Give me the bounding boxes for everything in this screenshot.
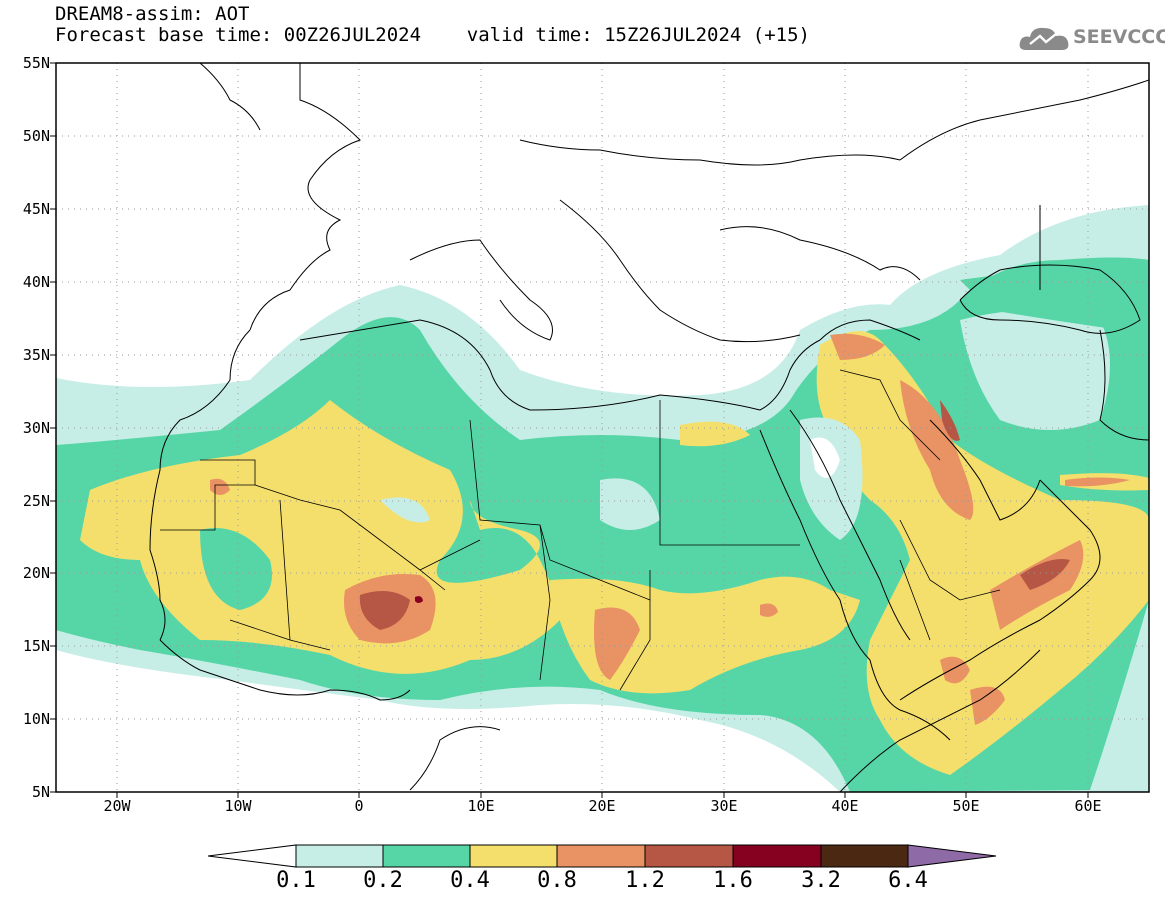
coastlines bbox=[149, 63, 1149, 792]
lon-label: 60E bbox=[1074, 797, 1102, 815]
lat-label: 30N bbox=[22, 419, 50, 437]
aot-level-0.4-west bbox=[80, 400, 560, 674]
colorbar-under-triangle bbox=[207, 844, 297, 868]
colorbar-label: 0.1 bbox=[276, 868, 316, 893]
lon-label: 10E bbox=[467, 797, 495, 815]
aot-level-1.6 bbox=[415, 596, 423, 603]
colorbar-bin-0.2-0.4 bbox=[382, 844, 471, 868]
lat-label: 25N bbox=[22, 492, 50, 510]
lat-label: 50N bbox=[22, 127, 50, 145]
map-title: DREAM8-assim: AOT bbox=[55, 3, 250, 25]
colorbar-label: 1.6 bbox=[713, 868, 753, 893]
lat-label: 20N bbox=[22, 564, 50, 582]
lat-label: 40N bbox=[22, 273, 50, 291]
lat-label: 45N bbox=[22, 200, 50, 218]
lat-label: 55N bbox=[22, 54, 50, 72]
lat-label: 15N bbox=[22, 637, 50, 655]
country-borders bbox=[160, 369, 1001, 691]
aot-level-0.4-east bbox=[816, 331, 1149, 775]
aot-level-0.4-central bbox=[550, 576, 860, 694]
colorbar-bin-0.1-0.2 bbox=[295, 844, 384, 868]
lon-label: 0 bbox=[354, 797, 364, 815]
aot-field bbox=[56, 63, 1149, 792]
lat-label: 10N bbox=[22, 710, 50, 728]
colorbar-label: 0.4 bbox=[450, 868, 490, 893]
lat-label: 35N bbox=[22, 346, 50, 364]
colorbar-bin-1.2-1.6 bbox=[644, 844, 734, 868]
colorbar-label: 0.2 bbox=[363, 868, 403, 893]
lon-label: 40E bbox=[831, 797, 859, 815]
forecast-time-subtitle: Forecast base time: 00Z26JUL2024 valid t… bbox=[55, 24, 810, 46]
axis-ticks bbox=[50, 62, 1089, 798]
colorbar-label: 6.4 bbox=[888, 868, 928, 893]
colorbar-bin-1.6-3.2 bbox=[732, 844, 822, 868]
colorbar-bin-0.4-0.8 bbox=[469, 844, 558, 868]
lon-label: 10W bbox=[224, 797, 252, 815]
lon-label: 50E bbox=[952, 797, 980, 815]
lat-lon-grid bbox=[56, 63, 1149, 792]
colorbar-bin-0.8-1.2 bbox=[556, 844, 646, 868]
cloud-icon bbox=[1019, 27, 1069, 50]
logo-text: SEEVCCC bbox=[1073, 26, 1165, 48]
colorbar-over-triangle bbox=[907, 844, 997, 868]
lon-label: 20E bbox=[588, 797, 616, 815]
colorbar-label: 1.2 bbox=[625, 868, 665, 893]
colorbar-bin-3.2-6.4 bbox=[820, 844, 909, 868]
lon-label: 30E bbox=[710, 797, 738, 815]
colorbar-label: 0.8 bbox=[537, 868, 577, 893]
colorbar-label: 3.2 bbox=[801, 868, 841, 893]
colorbar bbox=[207, 844, 997, 868]
seevccc-logo: SEEVCCC bbox=[1018, 22, 1165, 56]
aot-level-1.2 bbox=[359, 591, 410, 630]
lat-label: 5N bbox=[31, 783, 50, 801]
lon-label: 20W bbox=[103, 797, 131, 815]
